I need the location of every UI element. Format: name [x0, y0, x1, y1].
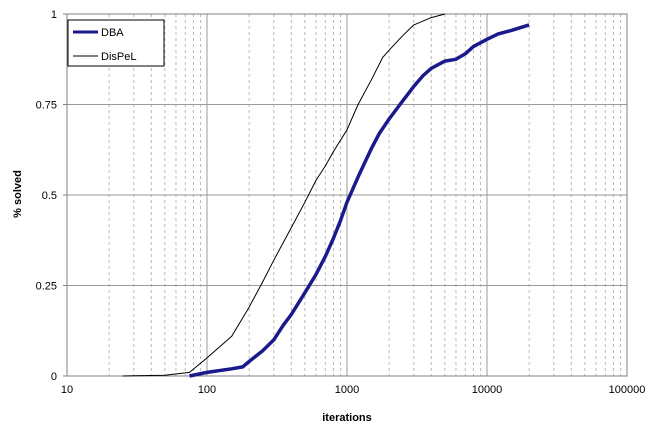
series-line-dba — [189, 23, 530, 378]
y-tick-label: 1 — [51, 9, 57, 21]
y-tick-label: 0.75 — [36, 100, 57, 112]
legend: DBA DisPeL — [67, 19, 165, 67]
x-tick-label: 10 — [61, 384, 73, 396]
y-tick-label: 0.25 — [36, 281, 57, 293]
series-line-dispel — [122, 13, 446, 377]
y-axis-title: % solved — [12, 170, 24, 218]
tick-label-layer: 10 100 1000 10000 100000 0 0.25 0.5 0.75 1 — [36, 9, 646, 396]
x-tick-label: 100000 — [609, 384, 646, 396]
x-tick-label: 10000 — [472, 384, 503, 396]
x-axis-title: iterations — [322, 412, 372, 424]
series-layer — [122, 13, 530, 378]
legend-box — [67, 19, 165, 67]
x-tick-label: 100 — [198, 384, 216, 396]
x-tick-label: 1000 — [335, 384, 359, 396]
grid-layer — [66, 13, 628, 377]
y-tick-label: 0 — [51, 371, 57, 383]
y-tick-label: 0.5 — [42, 190, 57, 202]
legend-label-dispel: DisPeL — [101, 51, 136, 63]
legend-label-dba: DBA — [101, 27, 124, 39]
